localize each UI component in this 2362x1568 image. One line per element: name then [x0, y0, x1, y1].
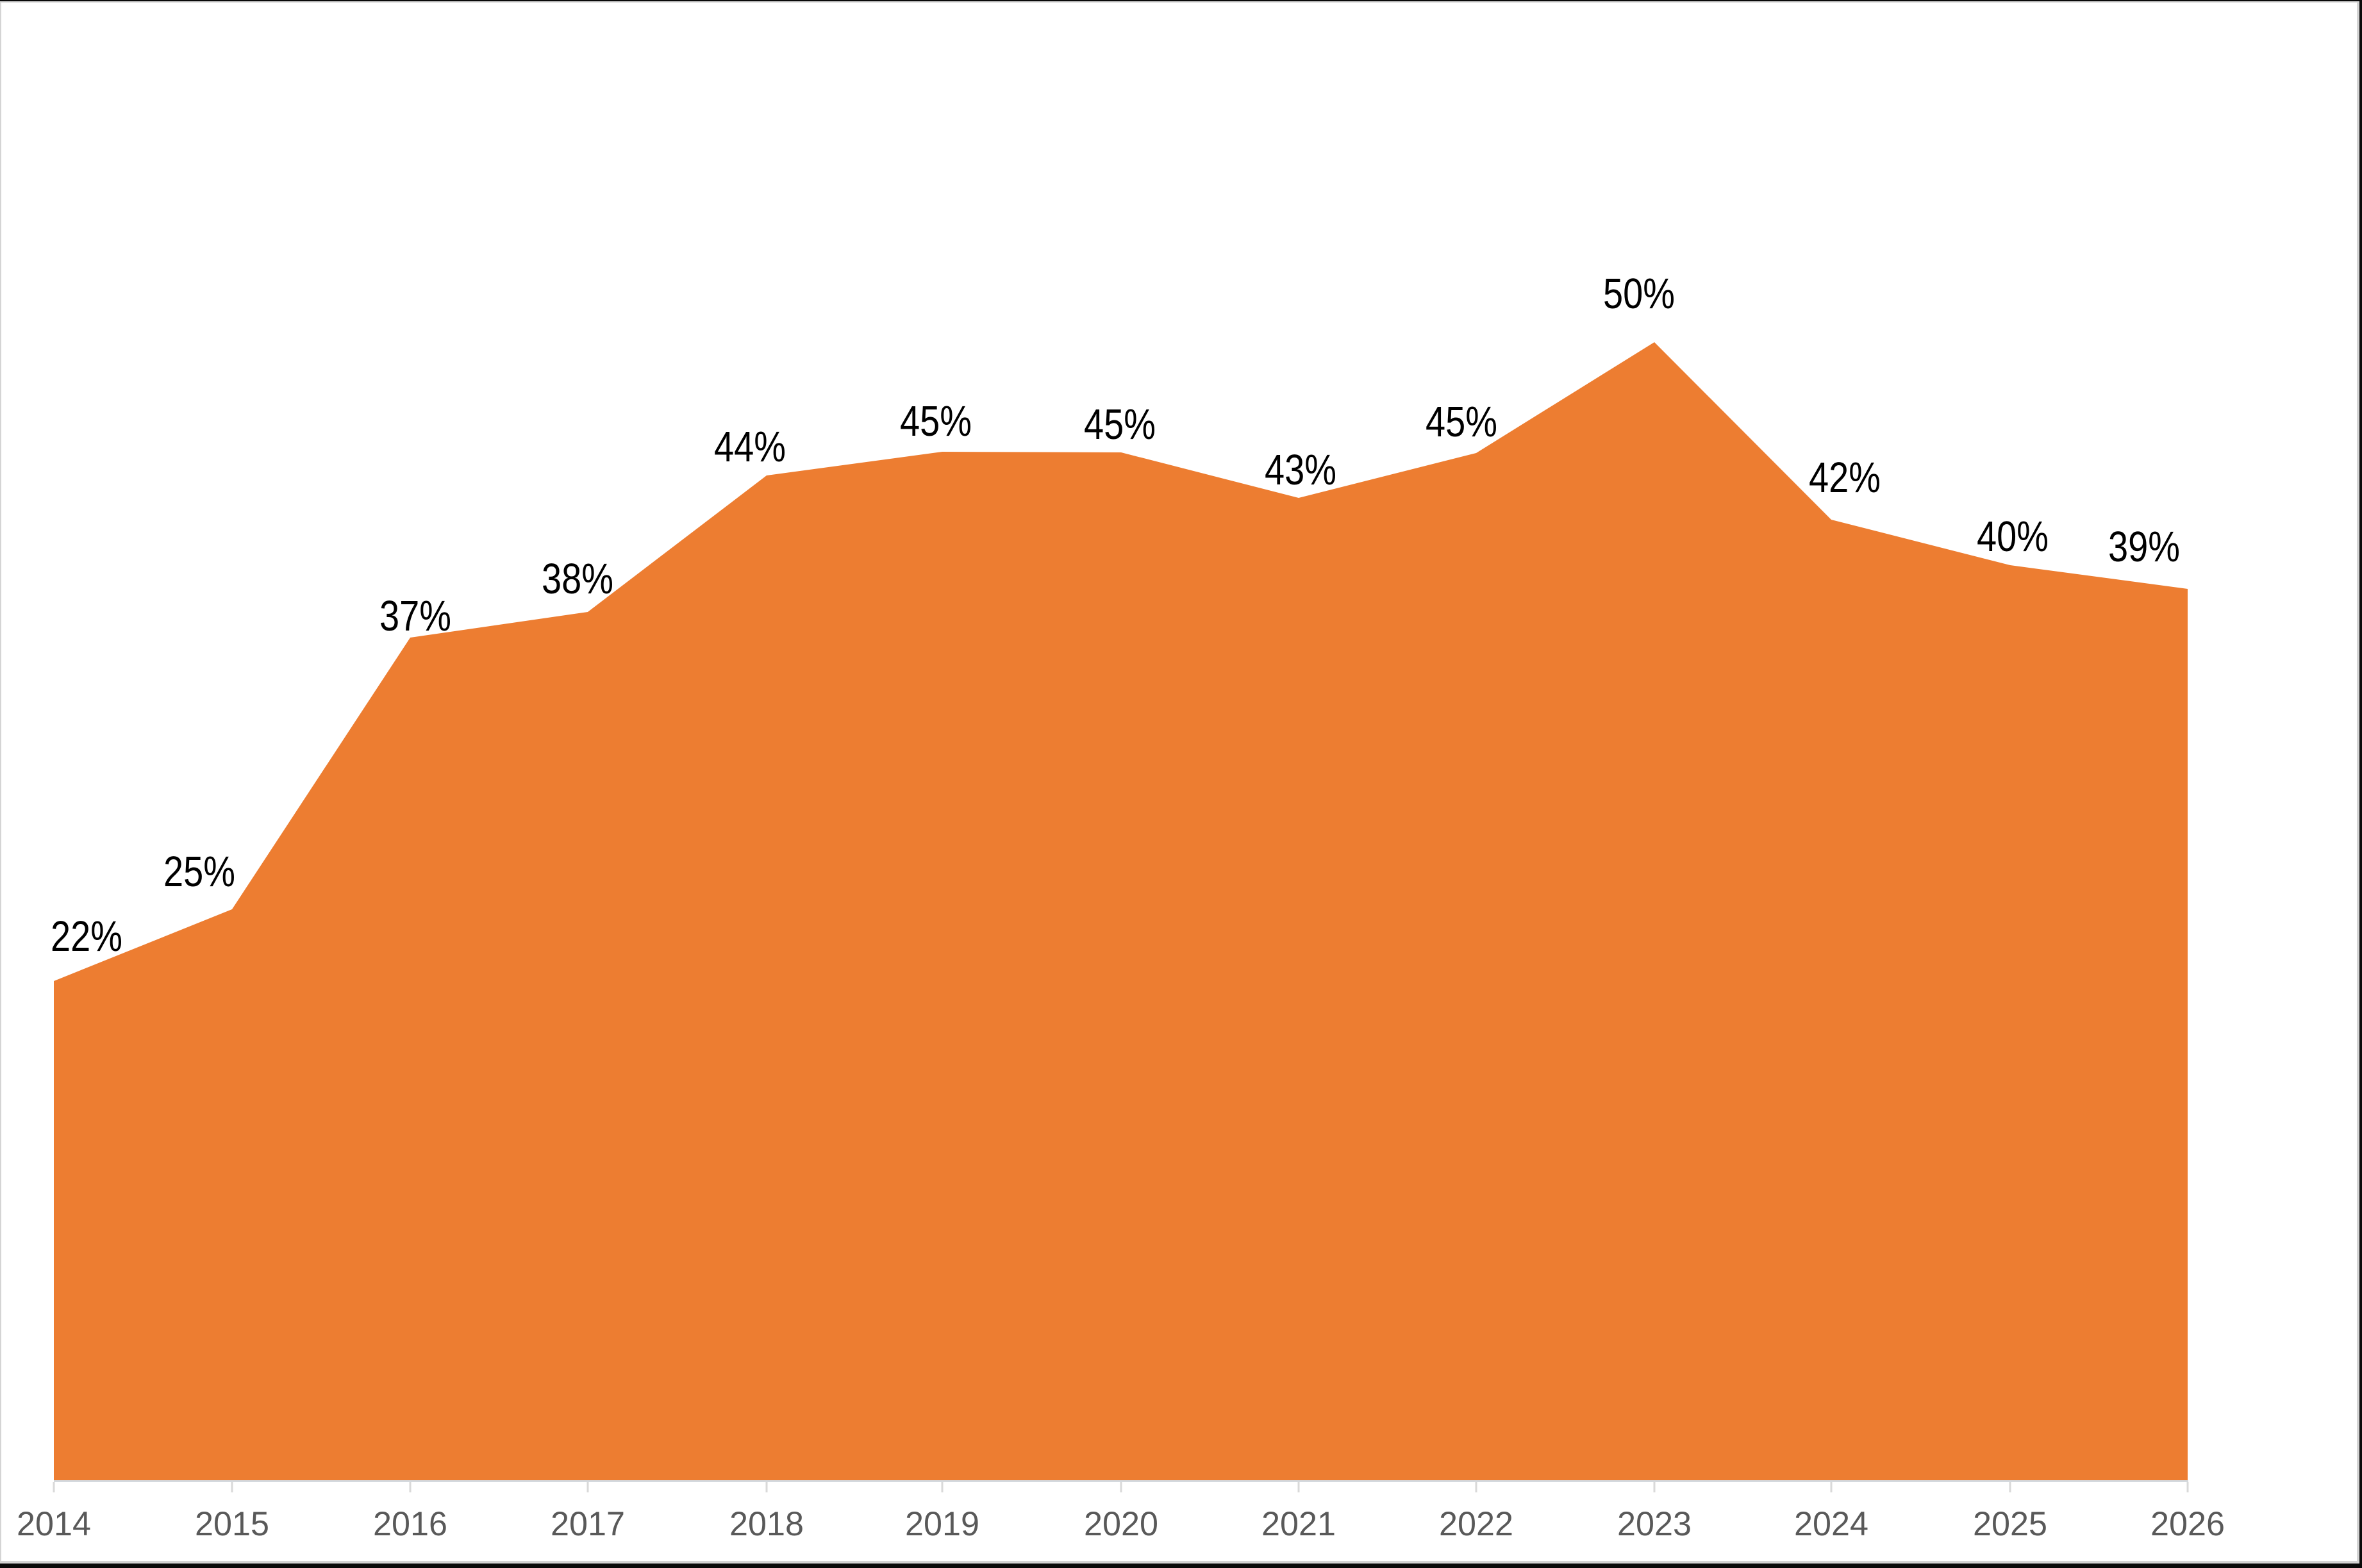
svg-text:2024: 2024 — [1794, 1505, 1868, 1543]
svg-text:2016: 2016 — [373, 1505, 447, 1543]
svg-text:22%: 22% — [51, 912, 122, 961]
svg-text:37%: 37% — [379, 592, 451, 640]
svg-text:2014: 2014 — [17, 1505, 91, 1543]
svg-text:2022: 2022 — [1439, 1505, 1513, 1543]
svg-text:38%: 38% — [542, 555, 613, 603]
svg-text:45%: 45% — [1426, 398, 1497, 446]
svg-text:2015: 2015 — [195, 1505, 269, 1543]
svg-text:2020: 2020 — [1084, 1505, 1158, 1543]
svg-text:45%: 45% — [1084, 400, 1156, 449]
svg-text:45%: 45% — [900, 397, 972, 445]
svg-text:43%: 43% — [1265, 446, 1336, 494]
svg-text:2023: 2023 — [1617, 1505, 1692, 1543]
svg-text:2019: 2019 — [905, 1505, 979, 1543]
svg-text:2026: 2026 — [2150, 1505, 2225, 1543]
svg-text:2021: 2021 — [1261, 1505, 1336, 1543]
svg-text:42%: 42% — [1809, 454, 1881, 502]
svg-text:2025: 2025 — [1973, 1505, 2047, 1543]
svg-text:40%: 40% — [1977, 513, 2049, 561]
svg-text:44%: 44% — [714, 423, 786, 471]
svg-text:2017: 2017 — [551, 1505, 625, 1543]
svg-text:39%: 39% — [2108, 523, 2180, 571]
svg-text:25%: 25% — [163, 848, 235, 896]
svg-text:50%: 50% — [1603, 270, 1675, 318]
svg-text:2018: 2018 — [729, 1505, 804, 1543]
